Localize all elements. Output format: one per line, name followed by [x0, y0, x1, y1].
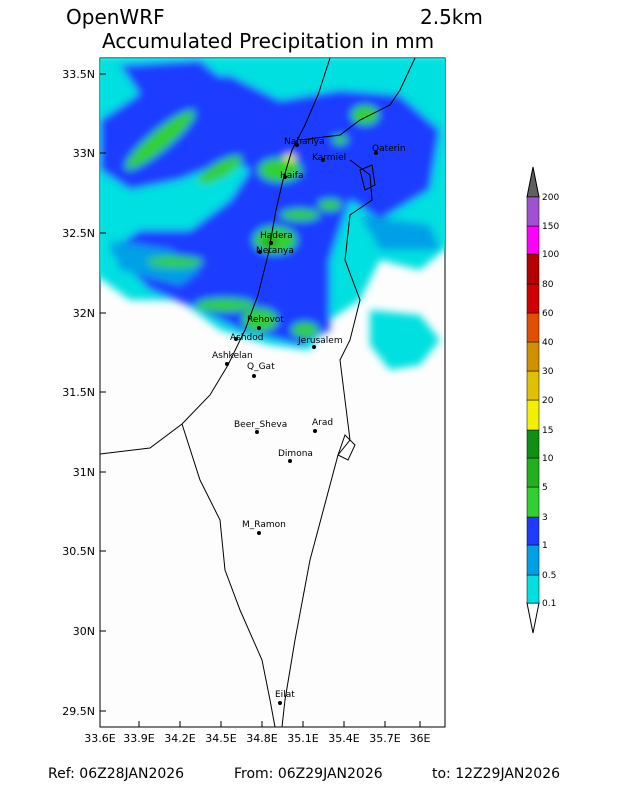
colorbar-cell	[526, 544, 540, 576]
colorbar-label: 3	[542, 513, 548, 523]
footer-to: to: 12Z29JAN2026	[432, 766, 560, 782]
lon-label: 36E	[410, 732, 431, 745]
city-label: Dimona	[278, 449, 313, 459]
colorbar-cell	[526, 399, 540, 431]
city-marker	[225, 362, 229, 366]
lat-label: 29.5N	[62, 705, 95, 718]
lat-label: 30N	[73, 625, 95, 638]
colorbar-label: 60	[542, 309, 554, 319]
city-marker	[312, 345, 316, 349]
precip-field	[100, 58, 445, 370]
city-label: Ashkelan	[212, 351, 253, 361]
city-label: Eilat	[275, 690, 295, 700]
colorbar-cell	[526, 312, 540, 343]
city-label: Hadera	[260, 231, 293, 241]
colorbar-label: 15	[542, 426, 553, 436]
city-label: Qaterin	[372, 144, 406, 154]
colorbar-cell	[526, 486, 540, 518]
colorbar-cell	[526, 370, 540, 401]
lon-label: 33.9E	[123, 732, 154, 745]
borders	[100, 58, 416, 727]
city-marker	[269, 241, 273, 245]
colorbar-cell	[526, 457, 540, 488]
colorbar-cell	[526, 196, 540, 227]
city-marker	[234, 337, 238, 341]
city-label: Rehovot	[247, 315, 284, 325]
city-marker	[283, 175, 287, 179]
city-label: Haifa	[280, 171, 303, 181]
city-marker	[313, 429, 317, 433]
footer-from: From: 06Z29JAN2026	[234, 766, 383, 782]
city-label: Karmiel	[312, 153, 346, 163]
resolution: 2.5km	[420, 5, 483, 29]
lat-label: 33N	[73, 147, 95, 160]
colorbar-cell	[526, 516, 540, 546]
lat-label: 32N	[73, 307, 95, 320]
city-label: Ashdod	[230, 333, 263, 343]
city-marker	[255, 430, 259, 434]
city-marker	[278, 701, 282, 705]
city-marker	[257, 326, 261, 330]
city-label: Beer_Sheva	[234, 420, 287, 430]
lat-label: 33.5N	[62, 68, 95, 81]
city-label: Arad	[312, 418, 333, 428]
lon-label: 34.5E	[205, 732, 236, 745]
city-marker	[295, 143, 299, 147]
model-name: OpenWRF	[66, 5, 165, 29]
city-marker	[374, 151, 378, 155]
lon-label: 35.4E	[328, 732, 359, 745]
lon-label: 34.8E	[246, 732, 277, 745]
colorbar-label: 10	[542, 454, 554, 464]
city-label: Q_Gat	[247, 362, 275, 372]
colorbar-label: 150	[542, 222, 559, 232]
lat-label: 31.5N	[62, 386, 95, 399]
city-label: Netanya	[256, 246, 294, 256]
colorbar-label: 0.1	[542, 599, 556, 609]
city-label: M_Ramon	[242, 520, 286, 530]
lon-label: 33.6E	[84, 732, 115, 745]
city-label: Nahariya	[284, 137, 325, 147]
city-marker	[321, 158, 325, 162]
lat-label: 31N	[73, 466, 95, 479]
colorbar-label: 100	[542, 250, 559, 260]
colorbar-cell	[526, 574, 540, 604]
colorbar-label: 0.5	[542, 571, 556, 581]
map-title: Accumulated Precipitation in mm	[102, 29, 434, 53]
city-marker	[258, 250, 262, 254]
city-label: Jerusalem	[297, 336, 343, 346]
colorbar-cell	[526, 253, 540, 285]
footer-ref: Ref: 06Z28JAN2026	[48, 766, 184, 782]
colorbar-cell	[526, 225, 540, 255]
lon-label: 35.1E	[287, 732, 318, 745]
city-marker	[252, 374, 256, 378]
colorbar-label: 200	[542, 193, 559, 203]
lon-label: 35.7E	[369, 732, 400, 745]
lat-label: 30.5N	[62, 545, 95, 558]
colorbar-label: 30	[542, 367, 554, 377]
city-marker	[257, 531, 261, 535]
city-marker	[288, 459, 292, 463]
colorbar-label: 5	[542, 483, 548, 493]
colorbar-label: 20	[542, 396, 554, 406]
colorbar-label: 80	[542, 280, 554, 290]
colorbar-cell	[526, 283, 540, 314]
colorbar-label: 40	[542, 338, 554, 348]
colorbar-label: 1	[542, 541, 548, 551]
lon-label: 34.2E	[164, 732, 195, 745]
colorbar-cell	[526, 341, 540, 372]
colorbar-cell	[526, 429, 540, 459]
lat-label: 32.5N	[62, 227, 95, 240]
